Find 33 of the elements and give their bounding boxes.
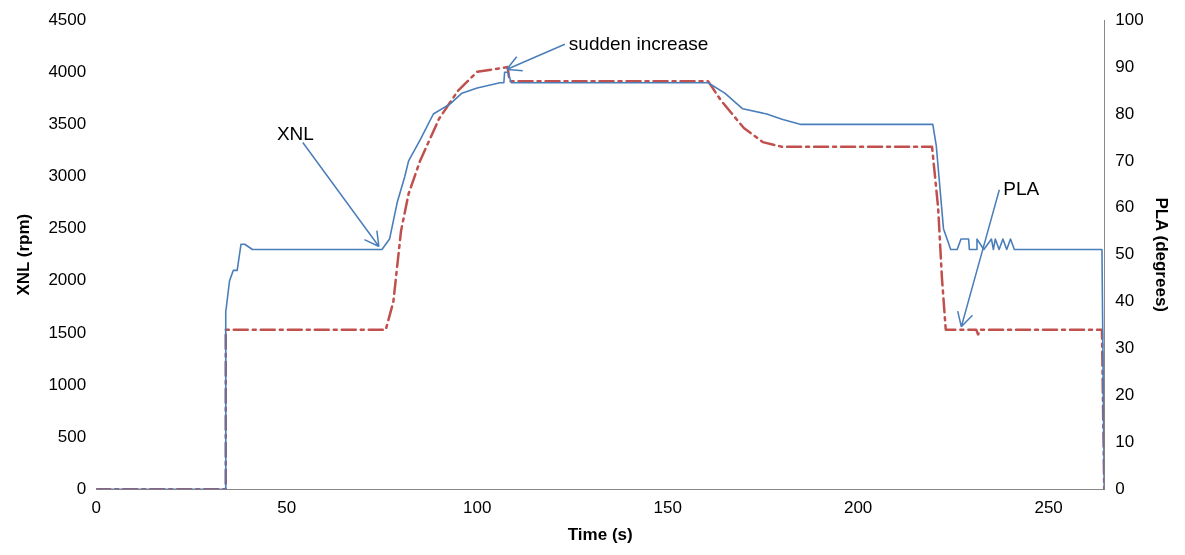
y2-tick-label: 10: [1115, 431, 1135, 451]
y2-tick-label: 100: [1115, 9, 1144, 29]
x-tick-label: 150: [653, 498, 682, 518]
y-tick-label: 3000: [48, 166, 87, 186]
y-tick-label: 0: [76, 478, 87, 498]
annotation: sudden increase: [568, 32, 709, 54]
annotation: XNL: [276, 122, 314, 144]
y-tick-label: 1000: [48, 374, 87, 394]
y2-tick-label: 0: [1115, 478, 1125, 498]
y-tick-label: 1500: [48, 322, 87, 342]
x-tick-label: 0: [91, 498, 101, 518]
y2-tick-label: 50: [1115, 244, 1135, 264]
y2-tick-label: 90: [1115, 56, 1135, 76]
x-tick-label: 250: [1034, 498, 1063, 518]
x-tick-label: 200: [843, 498, 873, 518]
y-axis-title: XNL (rpm): [13, 213, 33, 296]
y2-tick-label: 30: [1115, 338, 1135, 358]
y-tick-label: 3500: [48, 114, 87, 134]
y2-axis-title: PLA (degrees): [1152, 197, 1172, 313]
y-tick-label: 4500: [48, 9, 87, 29]
y2-tick-label: 70: [1115, 150, 1135, 170]
y2-tick-label: 80: [1115, 103, 1135, 123]
y2-tick-label: 40: [1115, 291, 1135, 311]
x-tick-label: 50: [277, 498, 297, 518]
y2-tick-label: 20: [1115, 385, 1135, 405]
x-axis-title: Time (s): [567, 525, 633, 545]
annotation: PLA: [1003, 177, 1040, 199]
y-tick-label: 4000: [48, 62, 87, 81]
x-tick-label: 100: [462, 498, 492, 518]
y-tick-label: 2000: [48, 270, 87, 290]
y-tick-label: 500: [57, 426, 87, 446]
y2-tick-label: 60: [1115, 197, 1135, 217]
y-tick-label: 2500: [48, 218, 87, 238]
